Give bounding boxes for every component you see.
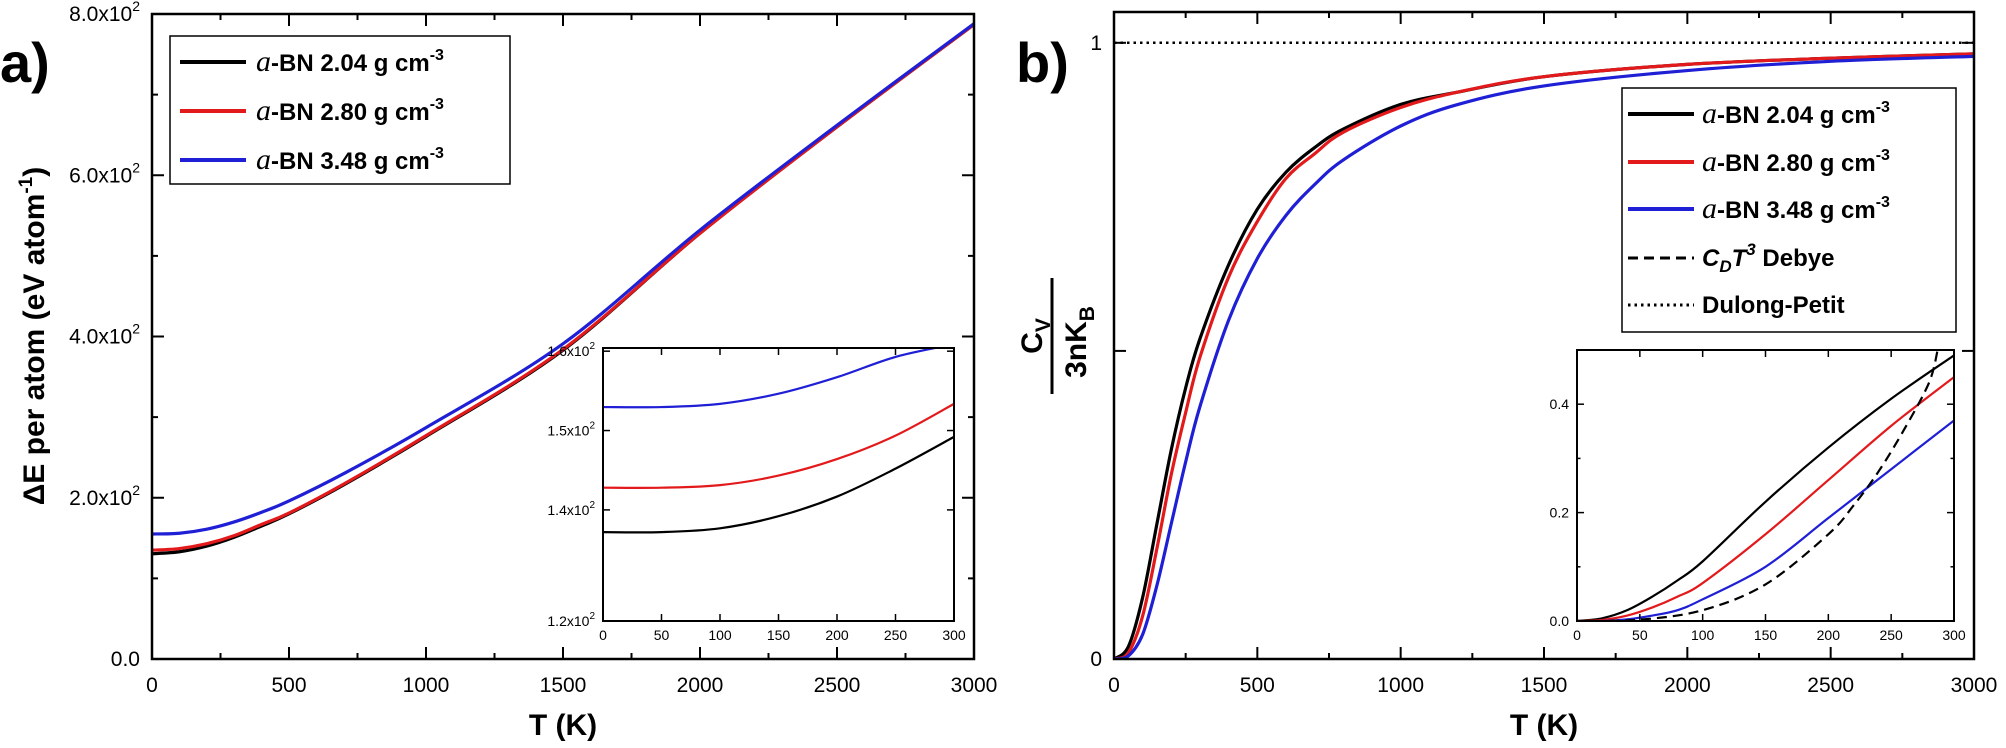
panel-b-inset-x-tick-label: 100 (1691, 627, 1715, 643)
panel-b-y-label-numerator: CV (1016, 318, 1055, 354)
panel-a-legend-entry-3: a-BN 3.48 g cm-3 (180, 143, 444, 176)
panel-b-inset-x-tick-label: 50 (1632, 627, 1648, 643)
panel-b-legend-entry-3: a-BN 3.48 g cm-3 (1628, 192, 1890, 225)
panel-a-series-line-2 (152, 23, 974, 552)
panel-a-inset-background (603, 348, 954, 621)
panel-a-x-tick-label: 500 (271, 674, 306, 697)
panel-a-x-tick-label: 2500 (814, 674, 861, 697)
panel-b-y-label-denominator: 3nKB (1060, 306, 1099, 378)
panel-a-y-tick-label: 2.0x102 (69, 482, 140, 510)
panel-b-y-axis-label: CV 3nKB (1016, 278, 1099, 394)
panel-b-y-tick-label: 1 (1090, 32, 1102, 55)
panel-a-inset-x-tick-label: 250 (884, 627, 908, 643)
panel-b-inset-x-tick-label: 250 (1879, 627, 1903, 643)
panel-b-x-tick-label: 500 (1240, 674, 1275, 697)
panel-b-legend-entry-5: Dulong-Petit (1628, 292, 1845, 319)
legend-entry-label: a-BN 3.48 g cm-3 (1702, 192, 1890, 225)
legend-entry-label: Dulong-Petit (1702, 292, 1845, 319)
legend-entry-label: a-BN 2.80 g cm-3 (1702, 145, 1890, 178)
panel-b-inset-background (1577, 350, 1954, 621)
panel-a-inset-y-tick-label: 1.4x102 (547, 500, 595, 518)
panel-b-inset: 0 50 100 150 200 250 300 0.0 0.2 0.4 (1550, 349, 1966, 643)
panel-a-inset-x-tick-label: 150 (767, 627, 791, 643)
panel-b-inset-x-tick-label: 150 (1754, 627, 1778, 643)
panel-b-series (1114, 41, 1974, 659)
panel-b-inset-x-tick-label: 200 (1817, 627, 1841, 643)
legend-entry-label: CDT3 Debye (1702, 240, 1834, 276)
panel-b-inset-y-tick-label: 0.0 (1550, 613, 1570, 629)
panel-b-legend-entry-2: a-BN 2.80 g cm-3 (1628, 145, 1890, 178)
panel-b-inset-series-line-4 (1577, 350, 1939, 621)
panel-a-inset-series (603, 348, 954, 534)
panel-b-y-tick-label: 0 (1090, 648, 1102, 671)
panel-b-inset-series-line-2 (1577, 376, 1954, 621)
panel-b-x-tick-label: 1000 (1377, 674, 1424, 697)
panel-a-inset-x-tick-label: 0 (599, 627, 607, 643)
panel-b-inset-y-tick-label: 0.2 (1550, 505, 1570, 521)
legend-entry-label: a-BN 2.04 g cm-3 (1702, 97, 1890, 130)
panel-a-x-tick-label: 2000 (677, 674, 724, 697)
panel-b-inset-axes: 0 50 100 150 200 250 300 0.0 0.2 0.4 (1550, 350, 1966, 643)
panel-a-legend: a-BN 2.04 g cm-3 a-BN 2.80 g cm-3 a-BN 3… (169, 35, 511, 185)
panel-b-x-tick-label: 0 (1108, 674, 1120, 697)
panel-a-inset-series-line-2 (603, 402, 954, 489)
panel-b-x-tick-label: 1500 (1521, 674, 1568, 697)
panel-a-legend-entry-1: a-BN 2.04 g cm-3 (180, 45, 444, 78)
panel-b-series-line-3 (1114, 54, 1974, 659)
panel-a-inset-y-tick-label: 1.5x102 (547, 421, 595, 439)
panel-a-y-axis-label: ΔE per atom (eV atom-1) (16, 167, 51, 506)
panel-a-inset-x-tick-label: 300 (942, 627, 966, 643)
panel-b-legend-entry-4: CDT3 Debye (1628, 240, 1834, 276)
panel-a-y-tick-label: 6.0x102 (69, 159, 140, 187)
panel-a-x-axis-label: T (K) (529, 709, 597, 742)
panel-b-label: b) (1016, 31, 1069, 94)
panel-b-x-tick-label: 3000 (1951, 674, 1998, 697)
panel-b-legend: a-BN 2.04 g cm-3 a-BN 2.80 g cm-3 a-BN 3… (1621, 87, 1957, 333)
legend-entry-label: a-BN 2.80 g cm-3 (256, 94, 444, 127)
panel-a-x-tick-label: 3000 (951, 674, 998, 697)
panel-a-inset-y-tick-label: 1.6x102 (547, 341, 595, 359)
panel-a-inset-series-line-3 (603, 348, 941, 409)
panel-a: a) 0 500 1000 1500 2000 2500 30000.02.0x1024.0… (0, 0, 997, 742)
panel-a-x-tick-label: 1000 (403, 674, 450, 697)
panel-a-inset-axes: 0 50 100 150 200 250 300 1.2x102 1.4x102 1.5x102 1… (547, 341, 966, 643)
panel-a-y-tick-label: 8.0x102 (69, 0, 140, 26)
panel-a-series-line-3 (152, 22, 974, 536)
panel-a-y-tick-label: 0.0 (111, 648, 140, 671)
panel-a-legend-entry-2: a-BN 2.80 g cm-3 (180, 94, 444, 127)
panel-b-inset-series-line-1 (1577, 354, 1954, 621)
panel-b-x-tick-label: 2000 (1664, 674, 1711, 697)
panel-a-series (152, 22, 974, 556)
panel-a-inset-x-tick-label: 100 (708, 627, 732, 643)
panel-a-inset-x-tick-label: 200 (825, 627, 849, 643)
panel-b-series-line-2 (1114, 52, 1974, 659)
panel-b-inset-x-tick-label: 300 (1942, 627, 1966, 643)
legend-entry-label: a-BN 3.48 g cm-3 (256, 143, 444, 176)
panel-b-legend-entry-1: a-BN 2.04 g cm-3 (1628, 97, 1890, 130)
panel-a-x-tick-label: 1500 (540, 674, 587, 697)
panel-a-inset-x-tick-label: 50 (654, 627, 670, 643)
panel-a-x-tick-label: 0 (146, 674, 158, 697)
panel-b-x-tick-label: 2500 (1807, 674, 1854, 697)
panel-a-axes: 0 500 1000 1500 2000 2500 30000.02.0x1024.0x10… (69, 0, 997, 697)
legend-entry-label: a-BN 2.04 g cm-3 (256, 45, 444, 78)
panel-b-inset-x-tick-label: 0 (1573, 627, 1581, 643)
panel-b-x-axis-label: T (K) (1510, 709, 1578, 742)
panel-b-inset-y-tick-label: 0.4 (1550, 396, 1570, 412)
panel-a-y-tick-label: 4.0x102 (69, 321, 140, 349)
panel-a-inset-y-tick-label: 1.2x102 (547, 611, 595, 629)
panel-a-label: a) (0, 31, 50, 94)
panel-a-inset-series-line-1 (603, 435, 954, 534)
panel-a-inset: 0 50 100 150 200 250 300 1.2x102 1.4x102 1.5x102 1… (547, 341, 966, 643)
